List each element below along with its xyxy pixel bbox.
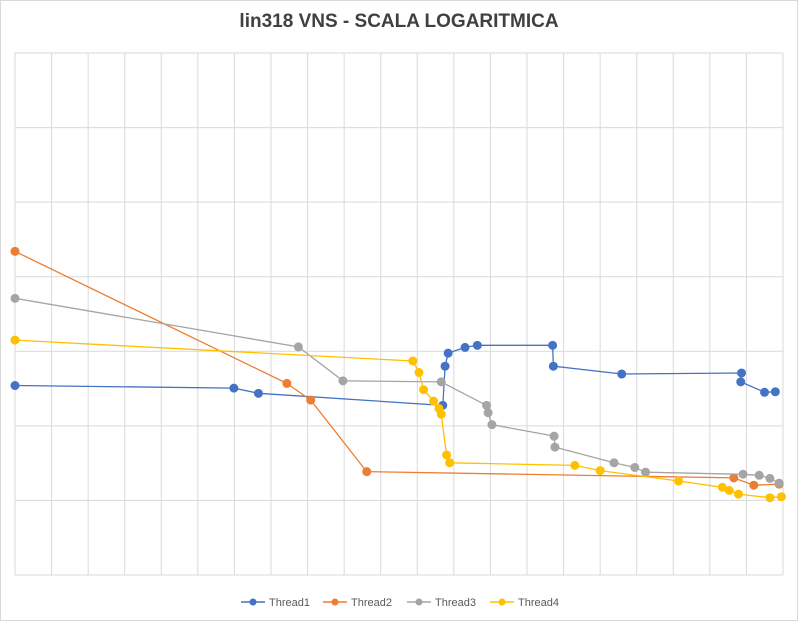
data-point <box>550 442 560 452</box>
series-thread1 <box>10 340 780 410</box>
data-point <box>776 492 786 502</box>
series-line-thread1 <box>14 344 776 407</box>
data-point <box>595 466 605 476</box>
data-point <box>338 376 348 386</box>
data-point <box>736 377 746 387</box>
series-line-thread4 <box>14 339 782 499</box>
data-point <box>10 293 20 303</box>
data-point <box>760 387 770 397</box>
data-point <box>282 378 292 388</box>
data-point <box>754 470 764 480</box>
series-layer <box>10 246 786 503</box>
data-point <box>548 361 558 371</box>
grid-lines <box>14 52 784 576</box>
data-point <box>617 369 627 379</box>
data-point <box>408 356 418 366</box>
data-point <box>443 348 453 358</box>
data-point <box>738 469 748 479</box>
data-point <box>414 367 424 377</box>
series-line-thread2 <box>14 250 780 486</box>
data-point <box>362 467 372 477</box>
legend: Thread1 Thread2 Thread3 Thread4 <box>241 597 559 609</box>
data-point <box>436 377 446 387</box>
data-point <box>10 381 20 391</box>
data-point <box>733 489 743 499</box>
legend-item-thread3: Thread3 <box>407 597 476 609</box>
legend-label: Thread4 <box>518 597 559 609</box>
data-point <box>724 485 734 495</box>
data-point <box>630 462 640 472</box>
data-point <box>445 458 455 468</box>
data-point <box>306 395 316 405</box>
data-point <box>749 480 759 490</box>
data-point <box>440 361 450 371</box>
data-point <box>253 388 263 398</box>
data-point <box>419 385 429 395</box>
data-point <box>774 478 784 488</box>
series-thread4 <box>10 335 786 503</box>
legend-marker <box>498 598 506 606</box>
legend-marker <box>331 598 339 606</box>
data-point <box>483 408 493 418</box>
legend-item-thread4: Thread4 <box>490 597 559 609</box>
data-point <box>487 420 497 430</box>
data-point <box>641 467 651 477</box>
data-point <box>472 340 482 350</box>
data-point <box>674 476 684 486</box>
data-point <box>549 431 559 441</box>
data-point <box>765 473 775 483</box>
data-point <box>482 400 492 410</box>
legend-label: Thread3 <box>435 597 476 609</box>
data-point <box>729 473 739 483</box>
data-point <box>737 368 747 378</box>
legend-label: Thread1 <box>269 597 310 609</box>
legend-marker <box>249 598 257 606</box>
chart-title: lin318 VNS - SCALA LOGARITMICA <box>239 11 559 32</box>
data-point <box>548 340 558 350</box>
legend-item-thread1: Thread1 <box>241 597 310 609</box>
data-point <box>229 383 239 393</box>
data-point <box>460 342 470 352</box>
data-point <box>442 450 452 460</box>
data-point <box>429 396 439 406</box>
series-line-thread3 <box>14 297 780 484</box>
legend-marker <box>415 598 423 606</box>
series-thread3 <box>10 293 784 488</box>
data-point <box>570 460 580 470</box>
data-point <box>293 342 303 352</box>
data-point <box>770 387 780 397</box>
data-point <box>436 409 446 419</box>
data-point <box>609 458 619 468</box>
data-point <box>10 246 20 256</box>
data-point <box>765 493 775 503</box>
legend-label: Thread2 <box>351 597 392 609</box>
data-point <box>10 335 20 345</box>
legend-item-thread2: Thread2 <box>323 597 392 609</box>
series-thread2 <box>10 246 784 490</box>
